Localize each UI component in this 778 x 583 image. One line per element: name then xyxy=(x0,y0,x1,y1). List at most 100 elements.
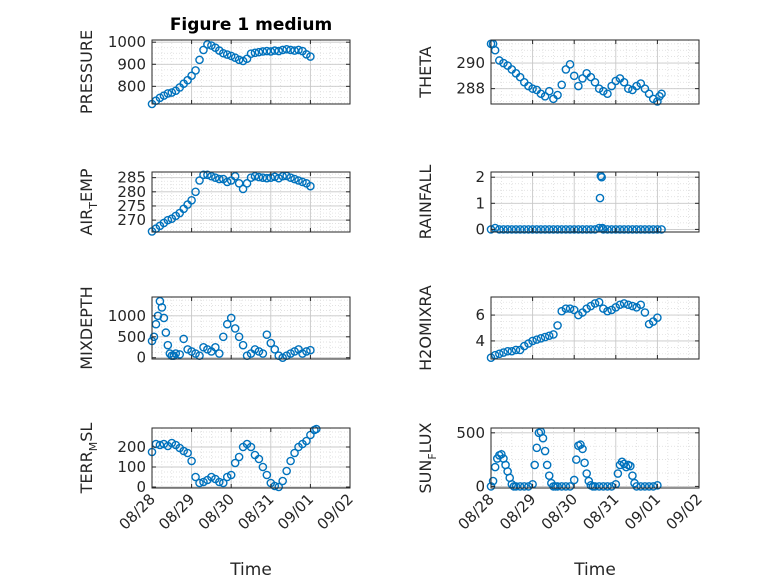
axes-frame xyxy=(151,39,351,105)
data-point xyxy=(561,482,571,491)
data-point xyxy=(211,342,220,352)
series-markers xyxy=(486,427,662,491)
subplot-rainfall: 0 1 2 RAINFALL xyxy=(416,165,700,240)
axes-background xyxy=(491,40,699,104)
y-tick-label: 285 xyxy=(117,169,146,187)
data-point xyxy=(553,482,562,491)
x-axis-label: Time xyxy=(229,560,272,580)
data-point xyxy=(549,330,558,339)
data-point xyxy=(628,301,637,311)
y-axis-label: RAINFALL xyxy=(416,165,435,240)
y-axis-label: SUNFLUX xyxy=(416,422,439,493)
data-point xyxy=(640,225,650,234)
data-point xyxy=(203,170,212,180)
data-point xyxy=(302,436,311,446)
y-axis-label: MIXDEPTH xyxy=(77,286,96,369)
data-point xyxy=(266,47,276,56)
data-point xyxy=(278,171,287,181)
data-point xyxy=(636,225,646,234)
data-point xyxy=(530,460,539,470)
series-markers xyxy=(147,170,315,236)
data-point xyxy=(657,89,666,99)
data-point xyxy=(218,332,228,342)
data-point xyxy=(549,225,558,234)
data-point xyxy=(569,475,579,485)
x-tick-label: 08/31 xyxy=(234,490,277,533)
data-point xyxy=(657,225,666,234)
data-point xyxy=(175,350,185,359)
data-point xyxy=(536,334,546,343)
data-point xyxy=(569,225,579,234)
data-point xyxy=(655,92,664,101)
data-point xyxy=(644,225,654,234)
data-point xyxy=(511,225,521,234)
data-point xyxy=(599,482,608,491)
data-point xyxy=(258,462,268,472)
data-point xyxy=(561,304,571,313)
data-point xyxy=(623,84,633,93)
data-point xyxy=(254,172,264,182)
data-point xyxy=(636,79,646,88)
series-markers xyxy=(147,296,315,363)
data-point xyxy=(580,458,589,468)
data-point xyxy=(626,461,635,471)
data-point xyxy=(615,225,625,234)
data-point xyxy=(499,225,508,234)
y-axis-label: TERRMSL xyxy=(77,423,100,495)
data-point xyxy=(640,84,650,93)
x-tick-label: 09/02 xyxy=(314,490,357,533)
subplot-theta: 288 290 THETA xyxy=(416,39,700,106)
data-point xyxy=(157,303,167,312)
data-point xyxy=(594,482,604,491)
data-point xyxy=(590,482,600,491)
data-point xyxy=(294,176,303,185)
y-tick-label: 900 xyxy=(117,55,146,73)
data-point xyxy=(553,321,562,330)
data-point xyxy=(524,225,533,234)
y-axis-label: AIRTEMP xyxy=(77,168,100,235)
data-point xyxy=(648,482,658,491)
data-point xyxy=(199,45,208,55)
data-point xyxy=(230,324,240,333)
data-point xyxy=(590,299,600,308)
x-tick-label: 08/30 xyxy=(195,490,238,533)
data-point xyxy=(495,349,504,359)
data-point xyxy=(640,482,650,491)
data-point xyxy=(171,349,181,358)
data-point xyxy=(595,193,605,203)
axes-frame xyxy=(490,427,700,489)
data-point xyxy=(515,482,525,491)
data-point xyxy=(586,225,596,234)
data-point xyxy=(258,47,268,56)
data-point xyxy=(582,469,591,478)
data-point xyxy=(565,304,575,313)
data-point xyxy=(544,225,554,234)
axes-frame xyxy=(490,296,700,360)
y-axis-label: THETA xyxy=(416,46,435,98)
data-point xyxy=(195,55,204,65)
y-tick-label: 4 xyxy=(475,332,485,350)
y-tick-label: 500 xyxy=(117,328,146,346)
data-point xyxy=(607,81,616,91)
data-point xyxy=(286,456,295,466)
data-point xyxy=(218,48,228,58)
data-point xyxy=(636,482,646,491)
data-point xyxy=(191,187,200,197)
data-point xyxy=(234,179,244,188)
data-point xyxy=(294,45,303,55)
data-point xyxy=(619,77,629,87)
data-point xyxy=(590,77,600,87)
data-point xyxy=(507,225,517,234)
data-point xyxy=(282,466,291,476)
data-point xyxy=(246,49,256,58)
data-point xyxy=(511,345,521,355)
data-point xyxy=(490,45,500,55)
data-point xyxy=(238,340,248,350)
data-point xyxy=(557,482,567,491)
data-point xyxy=(528,84,537,93)
data-point xyxy=(621,462,631,472)
data-point xyxy=(163,215,173,225)
